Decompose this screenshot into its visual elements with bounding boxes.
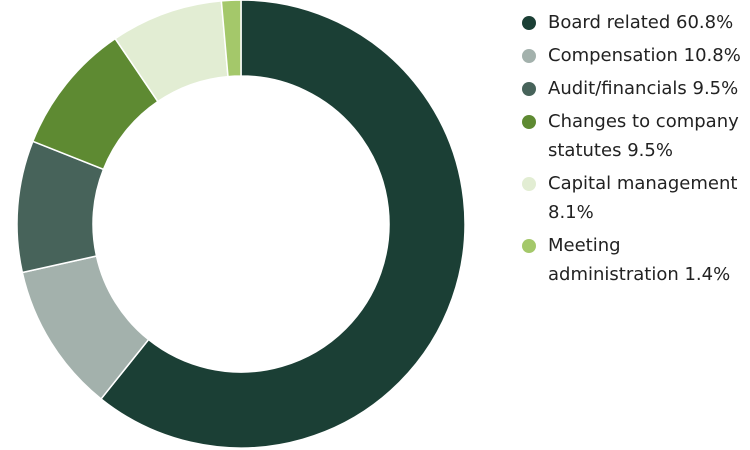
- legend-marker: [522, 49, 536, 63]
- legend-label: Board related: [548, 12, 671, 33]
- legend-value: 9.5%: [692, 78, 739, 99]
- legend-value: 1.4%: [684, 264, 731, 285]
- legend-label: Capital management: [548, 173, 738, 194]
- legend-value: 10.8%: [683, 45, 741, 66]
- legend-marker: [522, 239, 536, 253]
- legend-item: Capital management 8.1%: [522, 169, 744, 227]
- legend-value: 8.1%: [548, 202, 594, 223]
- legend-label: Compensation: [548, 45, 678, 66]
- legend-label: Meeting administration: [548, 235, 679, 285]
- donut-slice: [220, 0, 242, 78]
- legend-item: Meeting administration 1.4%: [522, 231, 744, 289]
- legend-label: Changes to company statutes: [548, 111, 739, 161]
- donut-slice: [100, 0, 466, 449]
- chart: [16, 0, 466, 449]
- legend-label: Audit/financials: [548, 78, 687, 99]
- legend-item: Compensation 10.8%: [522, 41, 744, 70]
- legend-item: Board related 60.8%: [522, 8, 744, 37]
- legend-marker: [522, 82, 536, 96]
- legend-item: Changes to company statutes 9.5%: [522, 107, 744, 165]
- legend-marker: [522, 177, 536, 191]
- legend-item: Audit/financials 9.5%: [522, 74, 744, 103]
- legend-marker: [522, 115, 536, 129]
- legend-marker: [522, 16, 536, 30]
- legend: Board related 60.8% Compensation 10.8% Aud…: [522, 8, 744, 293]
- legend-value: 60.8%: [676, 12, 734, 33]
- legend-value: 9.5%: [627, 140, 673, 161]
